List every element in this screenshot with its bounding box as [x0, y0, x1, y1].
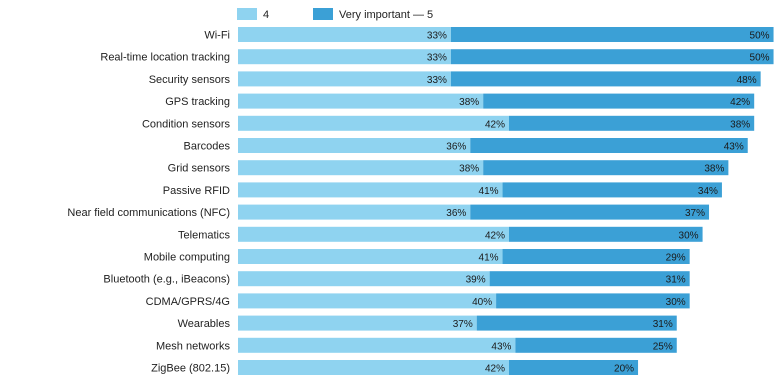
- category-label: Condition sensors: [142, 118, 231, 130]
- bar-segment-very-important-5: [483, 160, 729, 176]
- bar-value-label-4: 33%: [427, 53, 447, 64]
- category-label: Telematics: [178, 229, 230, 241]
- bar-segment-very-important-5: [470, 204, 710, 220]
- bar-value-label-4: 41%: [479, 253, 499, 264]
- bar-value-label-very-important-5: 30%: [666, 297, 686, 308]
- category-label: Security sensors: [149, 74, 231, 86]
- legend: 4 Very important — 5: [237, 8, 433, 21]
- bar-value-label-very-important-5: 29%: [666, 253, 686, 264]
- bar-segment-4: [238, 249, 503, 264]
- bar-segment-very-important-5: [489, 271, 690, 287]
- bar-value-label-very-important-5: 50%: [750, 53, 770, 64]
- legend-swatch-very-important-5: [313, 8, 333, 20]
- bar-value-label-4: 41%: [479, 186, 499, 197]
- bar-segment-4: [238, 293, 497, 309]
- bar-segment-very-important-5: [509, 115, 755, 131]
- bar-value-label-4: 38%: [459, 164, 479, 175]
- bar-value-label-very-important-5: 31%: [666, 275, 686, 286]
- bar-value-label-4: 39%: [466, 275, 486, 286]
- bar-segment-very-important-5: [450, 71, 761, 87]
- bar-segment-4: [238, 204, 471, 220]
- bar-value-label-4: 36%: [446, 142, 466, 153]
- category-label: GPS tracking: [165, 96, 230, 108]
- bar-segment-4: [238, 27, 451, 42]
- bar-segment-very-important-5: [515, 337, 677, 353]
- category-label: CDMA/GPRS/4G: [146, 296, 230, 308]
- bar-segment-very-important-5: [509, 360, 639, 375]
- category-label: Bluetooth (e.g., iBeacons): [103, 274, 230, 286]
- category-label: Grid sensors: [168, 163, 231, 175]
- bar-segment-4: [238, 182, 503, 198]
- bars: 33% 50%33% 50%33% 48%38% 42%42% 38%36% 43%38% 3…: [238, 27, 774, 375]
- category-label: Real-time location tracking: [100, 52, 230, 64]
- bar-segment-4: [238, 160, 484, 176]
- bar-segment-4: [238, 71, 451, 87]
- bar-value-label-very-important-5: 31%: [653, 319, 673, 330]
- bar-segment-very-important-5: [502, 182, 722, 198]
- bar-value-label-4: 38%: [459, 97, 479, 108]
- bar-segment-4: [238, 315, 477, 331]
- legend-label-very-important-5: Very important — 5: [339, 9, 433, 21]
- category-labels: Wi-Fi Real-time location tracking Security…: [67, 30, 230, 375]
- bar-value-label-very-important-5: 37%: [685, 208, 705, 219]
- category-label: Passive RFID: [163, 185, 230, 197]
- bar-value-label-very-important-5: 30%: [679, 230, 699, 241]
- bar-value-label-very-important-5: 34%: [698, 186, 718, 197]
- bar-value-label-very-important-5: 38%: [704, 164, 724, 175]
- bar-value-label-very-important-5: 20%: [614, 364, 634, 375]
- bar-segment-4: [238, 49, 451, 65]
- bar-value-label-very-important-5: 42%: [730, 97, 750, 108]
- bar-segment-very-important-5: [509, 226, 703, 242]
- category-label: Near field communications (NFC): [67, 207, 230, 219]
- bar-value-label-4: 42%: [485, 230, 505, 241]
- bar-value-label-very-important-5: 38%: [730, 119, 750, 130]
- bar-value-label-4: 42%: [485, 364, 505, 375]
- bar-segment-4: [238, 226, 509, 242]
- bar-value-label-very-important-5: 25%: [653, 341, 673, 352]
- bar-segment-4: [238, 271, 490, 287]
- bar-value-label-4: 42%: [485, 119, 505, 130]
- bar-segment-very-important-5: [496, 293, 690, 309]
- category-label: Barcodes: [184, 141, 231, 153]
- category-label: ZigBee (802.15): [151, 363, 230, 375]
- bar-segment-4: [238, 360, 509, 375]
- bar-value-label-4: 43%: [491, 341, 511, 352]
- category-label: Mesh networks: [156, 340, 230, 352]
- category-label: Wi-Fi: [204, 30, 230, 42]
- bar-value-label-4: 33%: [427, 75, 447, 86]
- bar-segment-very-important-5: [470, 138, 748, 153]
- bar-value-label-very-important-5: 48%: [737, 75, 757, 86]
- bar-value-label-4: 37%: [453, 319, 473, 330]
- bar-segment-4: [238, 337, 516, 353]
- bar-segment-very-important-5: [450, 27, 774, 42]
- bar-value-label-4: 33%: [427, 31, 447, 42]
- bar-value-label-4: 40%: [472, 297, 492, 308]
- legend-swatch-4: [237, 8, 257, 20]
- bar-segment-very-important-5: [476, 315, 677, 331]
- bar-segment-very-important-5: [450, 49, 774, 65]
- category-label: Wearables: [178, 318, 231, 330]
- bar-segment-4: [238, 93, 484, 109]
- bar-value-label-4: 36%: [446, 208, 466, 219]
- bar-segment-4: [238, 115, 509, 131]
- bar-segment-very-important-5: [483, 93, 755, 109]
- bar-value-label-very-important-5: 50%: [750, 31, 770, 42]
- bar-value-label-very-important-5: 43%: [724, 142, 744, 153]
- bar-segment-very-important-5: [502, 249, 690, 264]
- category-label: Mobile computing: [144, 252, 230, 264]
- legend-label-4: 4: [263, 9, 269, 21]
- bar-segment-4: [238, 138, 471, 153]
